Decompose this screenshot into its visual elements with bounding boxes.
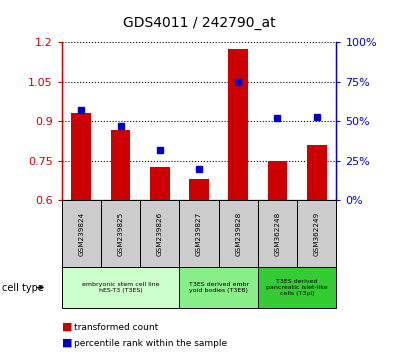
Bar (189, 179, 209, 200)
Text: GSM239826: GSM239826 (157, 212, 163, 256)
Text: GSM239825: GSM239825 (117, 212, 123, 256)
Text: percentile rank within the sample: percentile rank within the sample (74, 339, 227, 348)
Bar (268, 161, 287, 200)
Text: GDS4011 / 242790_at: GDS4011 / 242790_at (123, 16, 275, 30)
Text: ■: ■ (62, 321, 72, 331)
Bar (150, 167, 170, 200)
Text: ■: ■ (62, 337, 72, 347)
Text: GSM362248: GSM362248 (275, 212, 281, 256)
Text: embryonic stem cell line
hES-T3 (T3ES): embryonic stem cell line hES-T3 (T3ES) (82, 282, 159, 293)
Text: GSM362249: GSM362249 (314, 212, 320, 256)
Bar (111, 130, 131, 200)
Bar (307, 145, 326, 200)
Text: T3ES derived
pancreatic islet-like
cells (T3pi): T3ES derived pancreatic islet-like cells… (266, 279, 328, 296)
Text: GSM239824: GSM239824 (78, 212, 84, 256)
Bar (72, 113, 91, 200)
Text: GSM239827: GSM239827 (196, 212, 202, 256)
Text: GSM239828: GSM239828 (235, 212, 241, 256)
Text: cell type: cell type (2, 282, 44, 293)
Bar (228, 49, 248, 200)
Text: transformed count: transformed count (74, 323, 158, 332)
Text: T3ES derived embr
yoid bodies (T3EB): T3ES derived embr yoid bodies (T3EB) (189, 282, 249, 293)
